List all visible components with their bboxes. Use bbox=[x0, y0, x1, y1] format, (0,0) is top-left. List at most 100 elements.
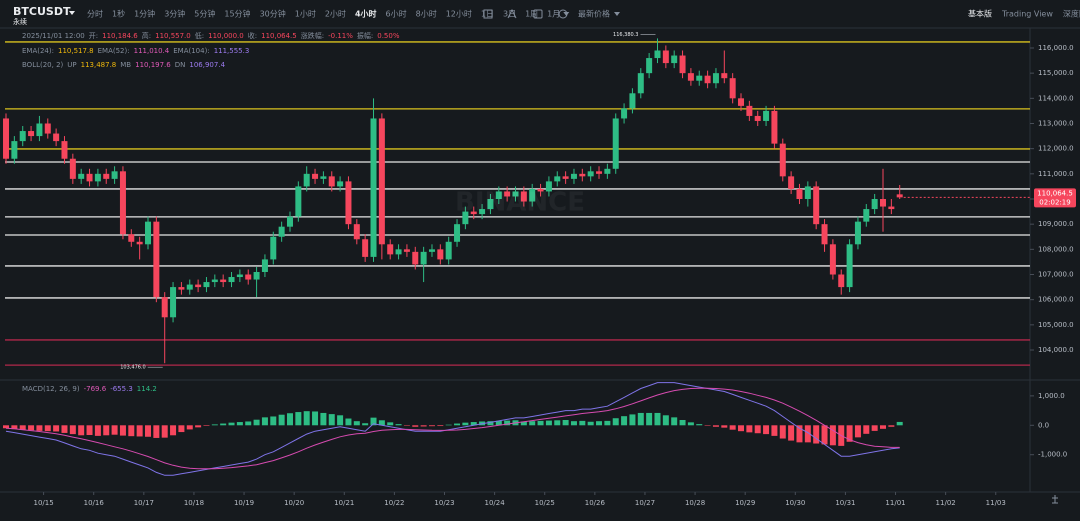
y-tick-label: 106,000.0 bbox=[1038, 296, 1074, 304]
interval-option[interactable]: 30分钟 bbox=[260, 9, 286, 19]
macd-histogram-bar bbox=[470, 422, 477, 426]
candle-body bbox=[654, 50, 661, 59]
candle-body bbox=[295, 186, 302, 217]
indicator-legend: MB bbox=[120, 61, 131, 69]
axis-icon[interactable] bbox=[1052, 495, 1058, 504]
candle-body bbox=[78, 173, 85, 179]
candle-body bbox=[587, 171, 594, 177]
interval-option[interactable]: 1小时 bbox=[295, 9, 316, 19]
y-tick-label: 108,000.0 bbox=[1038, 245, 1074, 253]
view-option[interactable]: 深度图 bbox=[1063, 9, 1080, 19]
interval-option[interactable]: 1周 bbox=[525, 10, 538, 19]
macd-histogram-bar bbox=[403, 425, 410, 426]
candle-body bbox=[86, 173, 93, 182]
macd-histogram-bar bbox=[3, 425, 10, 429]
y-tick-label: 112,000.0 bbox=[1038, 145, 1074, 153]
x-tick-label: 10/27 bbox=[635, 499, 655, 507]
macd-histogram-bar bbox=[78, 425, 85, 436]
macd-histogram-bar bbox=[896, 421, 903, 426]
y-tick-label: 111,000.0 bbox=[1038, 170, 1074, 178]
interval-option[interactable]: 15分钟 bbox=[224, 9, 250, 19]
candle-body bbox=[195, 284, 202, 288]
toolbar-icons[interactable] bbox=[483, 8, 1058, 504]
macd-histogram-bar bbox=[788, 425, 795, 441]
macd-histogram-bar bbox=[696, 424, 703, 426]
macd-histogram-bar bbox=[161, 425, 168, 438]
macd-histogram-bar bbox=[462, 422, 469, 426]
macd-histogram-bar bbox=[587, 421, 594, 426]
price-type[interactable]: 最新价格 bbox=[578, 9, 610, 19]
macd-legend: 114.2 bbox=[137, 385, 157, 393]
y-tick-label: 107,000.0 bbox=[1038, 271, 1074, 279]
candle-body bbox=[637, 73, 644, 94]
candle-body bbox=[362, 239, 369, 257]
macd-histogram-bar bbox=[111, 425, 118, 435]
macd-histogram-bar bbox=[629, 414, 636, 426]
interval-option[interactable]: 分时 bbox=[87, 9, 103, 19]
x-tick-label: 10/20 bbox=[284, 499, 304, 507]
candle-body bbox=[220, 279, 227, 283]
x-tick-label: 10/18 bbox=[184, 499, 204, 507]
candle-body bbox=[520, 191, 527, 202]
macd-histogram-bar bbox=[295, 412, 302, 426]
interval-option[interactable]: 2小时 bbox=[325, 9, 346, 19]
x-tick-label: 10/28 bbox=[685, 499, 705, 507]
interval-option[interactable]: 1月 bbox=[547, 10, 560, 19]
candle-body bbox=[896, 194, 903, 198]
macd-histogram-bar bbox=[19, 425, 26, 430]
candle-body bbox=[270, 236, 277, 260]
interval-option[interactable]: 5分钟 bbox=[194, 9, 215, 19]
candle-body bbox=[153, 221, 160, 298]
x-tick-label: 11/02 bbox=[936, 499, 956, 507]
indicator-legend: EMA(104): bbox=[173, 47, 209, 55]
interval-option[interactable]: 1分钟 bbox=[134, 9, 155, 19]
macd-histogram-bar bbox=[328, 414, 335, 426]
view-option[interactable]: Trading View bbox=[1001, 10, 1053, 19]
macd-histogram-bar bbox=[303, 411, 310, 426]
symbol[interactable]: BTCUSDT bbox=[13, 5, 71, 18]
y-tick-label: 0.0 bbox=[1038, 421, 1049, 429]
candle-body bbox=[738, 98, 745, 106]
info-value: 110,000.0 bbox=[208, 32, 244, 40]
interval-option[interactable]: 12小时 bbox=[446, 9, 472, 19]
macd-histogram-bar bbox=[245, 421, 252, 426]
macd-histogram-bar bbox=[671, 417, 678, 426]
macd-histogram-bar bbox=[554, 420, 561, 426]
draw-icon[interactable] bbox=[507, 8, 517, 19]
candle-body bbox=[36, 123, 43, 137]
dropdown-arrow[interactable] bbox=[614, 12, 620, 16]
view-option[interactable]: 基本版 bbox=[968, 9, 992, 19]
interval-option[interactable]: 1日 bbox=[481, 10, 494, 19]
macd-histogram-bar bbox=[378, 420, 385, 426]
layout-icon[interactable] bbox=[533, 9, 543, 19]
symbol-dropdown[interactable] bbox=[69, 11, 75, 15]
candle-body bbox=[236, 274, 243, 278]
macd-histogram-bar bbox=[520, 421, 527, 426]
dropdown-arrow[interactable] bbox=[563, 12, 570, 16]
interval-option[interactable]: 6小时 bbox=[386, 9, 407, 19]
candle-body bbox=[11, 141, 18, 159]
candle-body bbox=[771, 110, 778, 144]
interval-option[interactable]: 8小时 bbox=[416, 9, 437, 19]
candle-body bbox=[211, 279, 218, 283]
interval-option[interactable]: 3分钟 bbox=[164, 9, 185, 19]
macd-histogram-bar bbox=[763, 425, 770, 435]
x-tick-label: 10/23 bbox=[434, 499, 454, 507]
candle-body bbox=[103, 173, 110, 179]
macd-histogram-bar bbox=[654, 412, 661, 426]
interval-option[interactable]: 4小时 bbox=[355, 9, 377, 19]
interval-option[interactable]: 1秒 bbox=[112, 9, 125, 19]
macd-histogram-bar bbox=[804, 425, 811, 443]
indicator-legend: EMA(52): bbox=[98, 47, 130, 55]
macd-histogram-bar bbox=[704, 425, 711, 426]
macd-histogram-bar bbox=[119, 425, 126, 436]
candle-body bbox=[403, 249, 410, 252]
macd-histogram-bar bbox=[662, 415, 669, 426]
candle-body bbox=[462, 211, 469, 225]
indicator-icon[interactable] bbox=[483, 9, 493, 19]
candle-body bbox=[303, 173, 310, 187]
macd-histogram-bar bbox=[779, 425, 786, 439]
candle-body bbox=[395, 249, 402, 255]
interval-option[interactable]: 3日 bbox=[503, 10, 516, 19]
